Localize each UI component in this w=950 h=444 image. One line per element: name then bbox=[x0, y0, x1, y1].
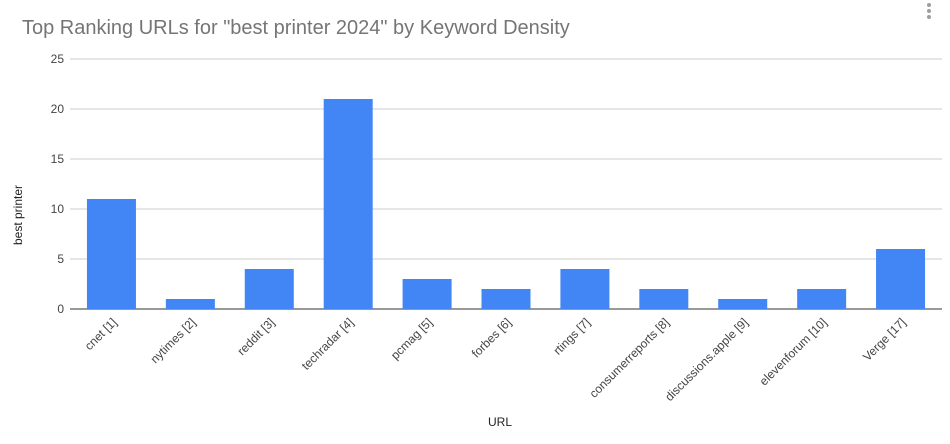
bar bbox=[718, 299, 768, 309]
y-tick-label: 25 bbox=[51, 52, 65, 66]
y-axis-label: best printer bbox=[11, 185, 25, 245]
x-axis-ticks: cnet [1] nytimes [2] reddit [3] techradar [… bbox=[82, 315, 909, 404]
y-tick-label: 5 bbox=[57, 252, 64, 266]
y-tick-label: 15 bbox=[51, 152, 65, 166]
bar bbox=[876, 249, 926, 309]
x-tick-label: nytimes [2] bbox=[148, 315, 199, 366]
x-tick-label: rtings [7] bbox=[551, 315, 593, 357]
y-axis-ticks: 0 5 10 15 20 25 bbox=[51, 52, 65, 316]
x-tick-label: forbes [6] bbox=[469, 315, 514, 360]
chart-menu-icon[interactable] bbox=[927, 3, 931, 19]
x-tick-label: Verge [17] bbox=[860, 315, 909, 364]
bar bbox=[86, 199, 136, 309]
chart-title: Top Ranking URLs for "best printer 2024"… bbox=[22, 17, 570, 39]
bar bbox=[481, 289, 531, 309]
y-tick-label: 20 bbox=[51, 102, 65, 116]
x-tick-label: techradar [4] bbox=[299, 315, 357, 373]
y-tick-label: 0 bbox=[57, 302, 64, 316]
bar bbox=[797, 289, 847, 309]
bar bbox=[402, 279, 452, 309]
x-axis-label: URL bbox=[488, 415, 512, 429]
bar bbox=[639, 289, 689, 309]
x-tick-label: reddit [3] bbox=[234, 315, 277, 358]
bar bbox=[323, 99, 373, 309]
bars bbox=[86, 99, 926, 309]
bar bbox=[560, 269, 610, 309]
x-tick-label: pcmag [5] bbox=[388, 315, 435, 362]
bar bbox=[165, 299, 215, 309]
x-tick-label: discussions.apple [9] bbox=[662, 315, 751, 404]
y-tick-label: 10 bbox=[51, 202, 65, 216]
gridlines bbox=[70, 58, 942, 310]
x-tick-label: consumerreports [8] bbox=[587, 315, 672, 400]
x-tick-label: elevenforum [10] bbox=[757, 315, 830, 388]
bar bbox=[244, 269, 294, 309]
x-tick-label: cnet [1] bbox=[82, 315, 120, 353]
